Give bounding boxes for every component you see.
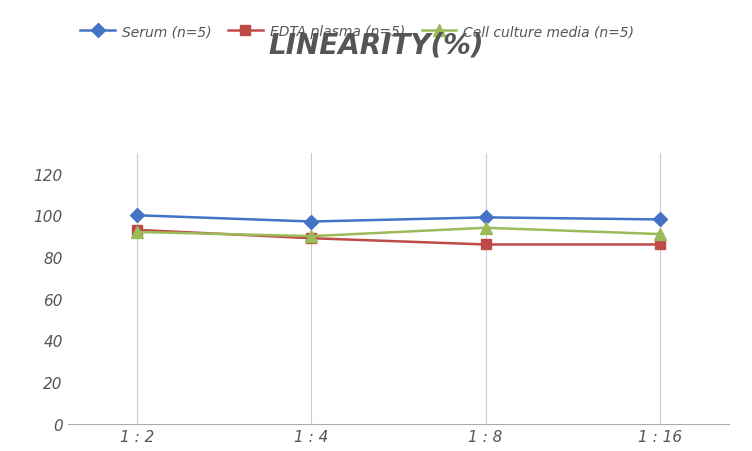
EDTA plasma (n=5) [481,242,490,248]
EDTA plasma (n=5) [133,228,142,233]
Serum (n=5) [307,219,316,225]
Cell culture media (n=5) [481,226,490,231]
EDTA plasma (n=5) [655,242,664,248]
Serum (n=5) [133,213,142,218]
Cell culture media (n=5) [133,230,142,235]
Line: Cell culture media (n=5): Cell culture media (n=5) [132,223,666,242]
EDTA plasma (n=5) [307,236,316,241]
Line: Serum (n=5): Serum (n=5) [132,211,665,227]
Serum (n=5) [481,215,490,221]
Serum (n=5) [655,217,664,223]
Legend: Serum (n=5), EDTA plasma (n=5), Cell culture media (n=5): Serum (n=5), EDTA plasma (n=5), Cell cul… [74,19,640,45]
Cell culture media (n=5) [307,234,316,239]
Cell culture media (n=5) [655,232,664,237]
Text: LINEARITY(%): LINEARITY(%) [268,32,484,60]
Line: EDTA plasma (n=5): EDTA plasma (n=5) [132,226,665,250]
